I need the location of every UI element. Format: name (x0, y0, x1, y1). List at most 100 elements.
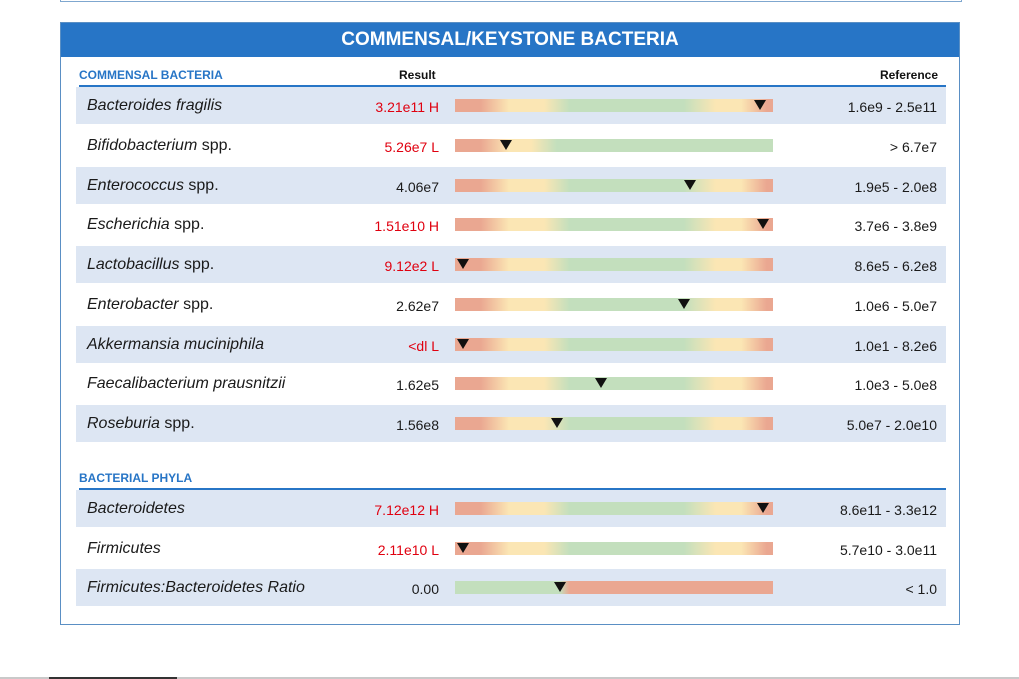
organism-name: Faecalibacterium prausnitzii (87, 375, 285, 393)
result-marker-icon (550, 418, 563, 428)
organism-suffix: spp. (188, 176, 219, 194)
reference-range: 1.0e6 - 5.0e7 (854, 297, 937, 314)
organism-suffix: spp. (183, 256, 215, 273)
result-value: 1.51e10 H (374, 218, 439, 235)
result-value: 3.21e11 H (375, 99, 439, 115)
reference-range: 5.7e10 - 3.0e11 (839, 541, 937, 558)
reference-range: 1.0e1 - 8.2e6 (854, 337, 937, 354)
reference-range: 8.6e11 - 3.3e12 (839, 502, 937, 518)
result-value: 0.00 (411, 581, 439, 597)
table-row: Enterococcus spp. 4.06e7 1.9e5 - 2.0e8 (76, 166, 946, 204)
page-bottom-rule (0, 677, 1019, 679)
reference-range: 1.6e9 - 2.5e11 (847, 99, 937, 115)
organism-name-text: Lactobacillus (87, 256, 180, 273)
table-row: Enterobacter spp. 2.62e7 1.0e6 - 5.0e7 (76, 286, 946, 323)
organism-suffix: spp. (201, 136, 232, 154)
range-bar (455, 178, 773, 192)
range-bar (455, 297, 773, 311)
organism-suffix: spp. (164, 415, 195, 432)
table-row: Lactobacillus spp. 9.12e2 L 8.6e5 - 6.2e8 (76, 246, 946, 283)
section-title: BACTERIAL PHYLA (79, 471, 193, 485)
organism-name: Lactobacillus spp. (87, 256, 214, 274)
result-value: 2.62e7 (396, 297, 439, 314)
reference-range: > 6.7e7 (889, 138, 937, 155)
result-value: 9.12e2 L (384, 258, 440, 274)
range-bar (455, 581, 773, 594)
organism-name-text: Akkermansia muciniphila (87, 335, 264, 353)
reference-range: 1.0e3 - 5.0e8 (854, 377, 937, 394)
section-title: COMMENSAL BACTERIA (79, 68, 223, 82)
reference-range: 8.6e5 - 6.2e8 (854, 258, 937, 274)
table-row: Firmicutes:Bacteroidetes Ratio 0.00 < 1.0 (76, 569, 946, 606)
table-row: Bifidobacterium spp. 5.26e7 L > 6.7e7 (76, 127, 946, 164)
organism-name-text: Bifidobacterium (87, 136, 198, 154)
table-row: Bacteroides fragilis 3.21e11 H 1.6e9 - 2.5… (76, 87, 946, 124)
result-marker-icon (757, 503, 770, 513)
reference-range: < 1.0 (905, 581, 937, 597)
table-row: Firmicutes 2.11e10 L 5.7e10 - 3.0e11 (76, 530, 946, 567)
range-bar (455, 502, 773, 515)
organism-name-text: Enterococcus (87, 176, 184, 194)
result-value: 1.62e5 (396, 377, 439, 394)
result-value: 7.12e12 H (374, 502, 439, 518)
result-value: 5.26e7 L (384, 138, 440, 155)
reference-column-header: Reference (879, 68, 938, 82)
table-row: Akkermansia muciniphila <dl L 1.0e1 - 8.2e… (76, 325, 946, 363)
organism-name: Firmicutes (87, 540, 161, 558)
result-marker-icon (677, 298, 690, 309)
organism-name-text: Enterobacter (87, 295, 179, 313)
range-bar (455, 258, 773, 271)
result-value: <dl L (408, 337, 439, 354)
range-bar (455, 138, 773, 152)
result-marker-icon (684, 179, 697, 190)
organism-name-text: Bacteroides fragilis (87, 97, 223, 114)
phyla-section-header: BACTERIAL PHYLA (79, 468, 946, 490)
commensal-section-header: COMMENSAL BACTERIA Result Reference (79, 65, 946, 87)
panel-title: COMMENSAL/KEYSTONE BACTERIA (61, 23, 959, 57)
organism-name: Bifidobacterium spp. (87, 137, 232, 155)
organism-name-text: Escherichia (87, 216, 170, 234)
result-marker-icon (456, 259, 469, 269)
result-marker-icon (754, 100, 767, 110)
range-bar (455, 541, 773, 555)
range-bar (455, 99, 773, 112)
organism-name-text: Firmicutes:Bacteroidetes Ratio (87, 579, 305, 596)
organism-name: Enterococcus spp. (87, 177, 219, 195)
result-marker-icon (553, 582, 566, 592)
previous-panel-border (60, 0, 962, 2)
range-bar (455, 218, 773, 232)
organism-name: Akkermansia muciniphila (87, 336, 264, 354)
result-value: 4.06e7 (396, 178, 439, 195)
organism-name: Roseburia spp. (87, 415, 195, 433)
table-row: Escherichia spp. 1.51e10 H 3.7e6 - 3.8e9 (76, 206, 946, 243)
table-row: Roseburia spp. 1.56e8 5.0e7 - 2.0e10 (76, 405, 946, 442)
result-marker-icon (757, 219, 770, 230)
organism-name: Escherichia spp. (87, 216, 204, 234)
reference-range: 3.7e6 - 3.8e9 (854, 218, 937, 235)
result-marker-icon (456, 338, 469, 349)
reference-range: 1.9e5 - 2.0e8 (854, 178, 937, 195)
organism-name: Firmicutes:Bacteroidetes Ratio (87, 579, 305, 597)
organism-suffix: spp. (174, 216, 205, 234)
result-value: 2.11e10 L (377, 541, 439, 558)
range-bar (455, 337, 773, 351)
result-column-header: Result (399, 68, 436, 82)
organism-suffix: spp. (183, 295, 214, 313)
page-bottom-rule-accent (49, 677, 177, 679)
organism-name: Bacteroides fragilis (87, 97, 222, 115)
organism-name-text: Roseburia (87, 415, 160, 432)
result-value: 1.56e8 (396, 417, 439, 433)
result-marker-icon (456, 542, 469, 553)
organism-name-text: Bacteroidetes (87, 500, 185, 517)
commensal-keystone-panel: COMMENSAL/KEYSTONE BACTERIA COMMENSAL BA… (60, 22, 960, 625)
organism-name-text: Firmicutes (87, 539, 161, 557)
table-row: Faecalibacterium prausnitzii 1.62e5 1.0e3 … (76, 365, 946, 402)
organism-name: Enterobacter spp. (87, 296, 213, 314)
result-marker-icon (595, 378, 608, 389)
result-marker-icon (499, 139, 512, 150)
reference-range: 5.0e7 - 2.0e10 (846, 417, 937, 433)
range-bar (455, 417, 773, 430)
organism-name-text: Faecalibacterium prausnitzii (87, 375, 286, 393)
range-bar (455, 377, 773, 391)
table-row: Bacteroidetes 7.12e12 H 8.6e11 - 3.3e12 (76, 490, 946, 527)
